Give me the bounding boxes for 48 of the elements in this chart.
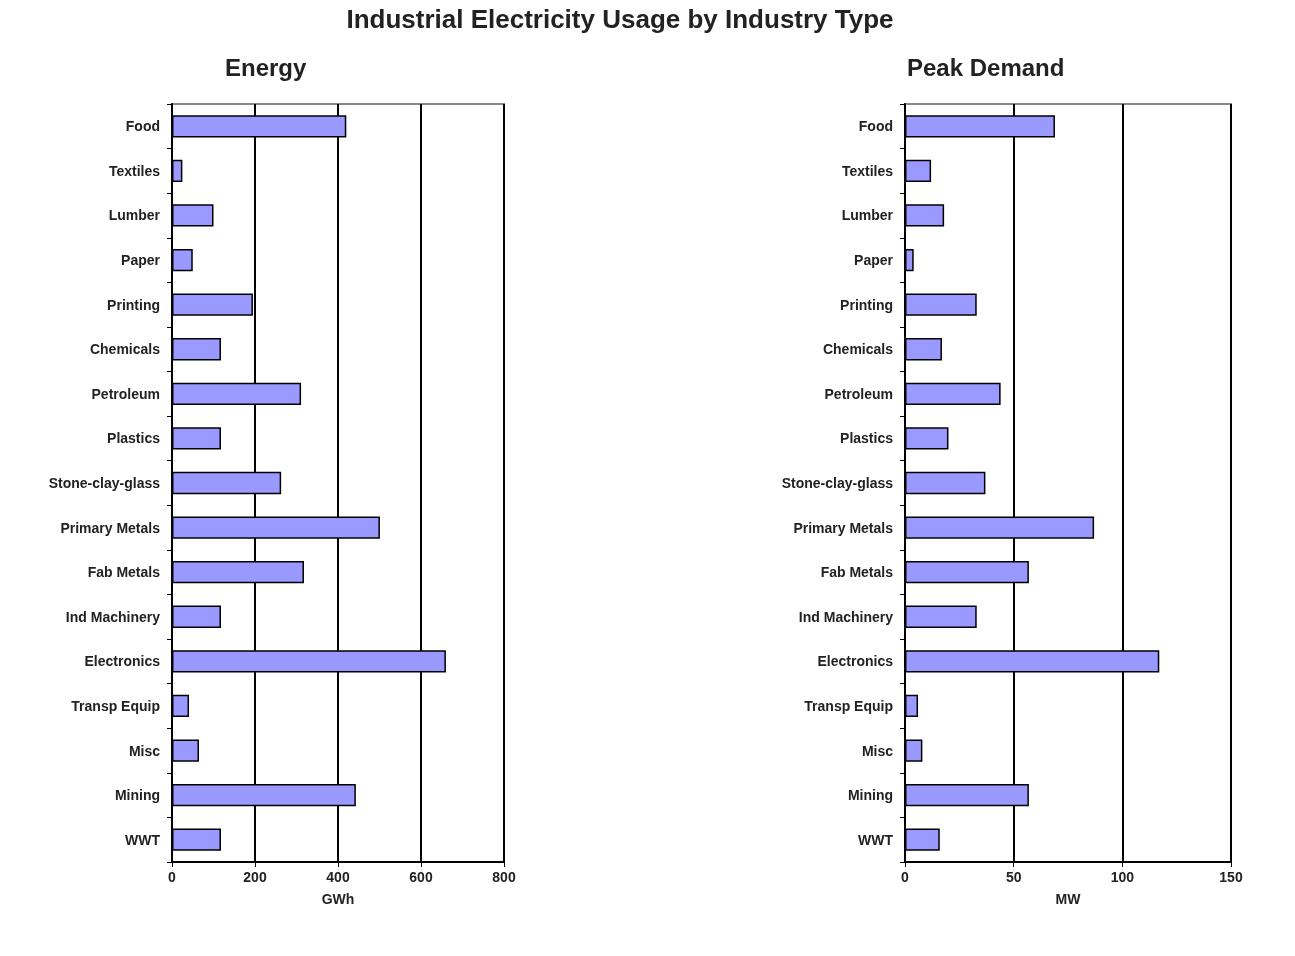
y-tick-label: Stone-clay-glass bbox=[48, 475, 161, 491]
y-tick-label: Paper bbox=[854, 252, 894, 269]
y-tick-label: Transp Equip bbox=[71, 697, 160, 714]
y-tick-label: Electronics bbox=[817, 653, 894, 670]
y-tick-label: Paper bbox=[121, 252, 161, 269]
x-tick-label: 600 bbox=[409, 869, 433, 885]
y-tick-label: Printing bbox=[107, 296, 160, 313]
x-tick-label: 50 bbox=[1005, 869, 1022, 885]
chart-title: Energy bbox=[225, 53, 308, 81]
y-tick-label: Textiles bbox=[841, 162, 894, 179]
y-tick-label: Textiles bbox=[108, 162, 161, 179]
y-tick-label: Petroleum bbox=[824, 385, 893, 402]
y-tick-label: Stone-clay-glass bbox=[781, 475, 894, 491]
y-tick-label: Mining bbox=[847, 787, 893, 804]
y-tick-label: Transp Equip bbox=[804, 697, 893, 714]
y-tick-label: Plastics bbox=[840, 430, 894, 447]
y-tick-label: Misc bbox=[128, 742, 161, 759]
y-tick-label: Lumber bbox=[108, 207, 161, 224]
y-tick-label: WWT bbox=[125, 831, 161, 848]
chart-title: Peak Demand bbox=[907, 53, 1065, 81]
y-tick-label: Ind Machinery bbox=[65, 608, 161, 625]
text: Industrial Electricity Usage by Industry Type bbox=[345, 4, 895, 35]
y-tick-label: Primary Metals bbox=[793, 519, 894, 536]
y-tick-label: Food bbox=[858, 118, 893, 135]
x-tick-label: 150 bbox=[1219, 869, 1243, 885]
y-tick-label: Ind Machinery bbox=[798, 608, 894, 625]
y-tick-label: Primary Metals bbox=[60, 519, 161, 536]
y-tick-label: Electronics bbox=[84, 653, 161, 670]
y-tick-label: Fab Metals bbox=[820, 564, 894, 581]
x-tick-label: 0 bbox=[168, 869, 177, 885]
y-tick-label: Printing bbox=[840, 296, 893, 313]
x-tick-label: 800 bbox=[492, 869, 516, 885]
x-tick-label: 200 bbox=[243, 869, 267, 885]
y-tick-label: Petroleum bbox=[91, 385, 160, 402]
x-tick-label: 100 bbox=[1110, 869, 1135, 885]
x-tick-label: 0 bbox=[901, 869, 910, 885]
y-tick-label: Lumber bbox=[841, 207, 894, 224]
y-tick-label: Plastics bbox=[107, 430, 161, 447]
y-tick-label: Misc bbox=[861, 742, 894, 759]
y-tick-label: Fab Metals bbox=[87, 564, 161, 581]
x-axis-title: GWh bbox=[321, 891, 355, 907]
y-tick-label: Chemicals bbox=[822, 341, 894, 358]
y-tick-label: Chemicals bbox=[89, 341, 161, 358]
x-axis-title: MW bbox=[1055, 891, 1082, 907]
y-tick-label: Mining bbox=[114, 787, 160, 804]
y-tick-label: Food bbox=[125, 118, 160, 135]
x-tick-label: 400 bbox=[326, 869, 350, 885]
y-tick-label: WWT bbox=[858, 831, 894, 848]
